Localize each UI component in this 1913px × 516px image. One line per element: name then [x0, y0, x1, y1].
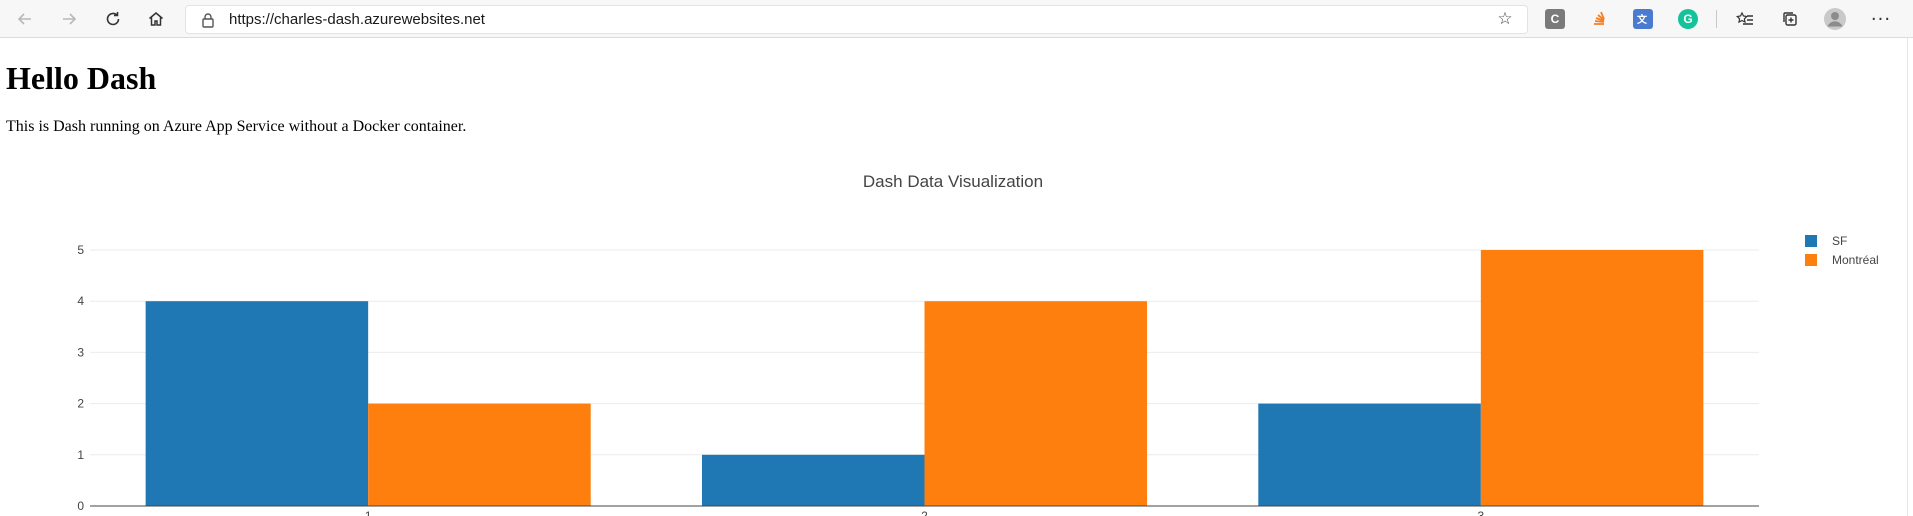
more-icon[interactable]: ···	[1870, 8, 1892, 30]
legend-swatch[interactable]	[1805, 254, 1817, 266]
bar-montral-1[interactable]	[368, 403, 591, 506]
legend-label[interactable]: SF	[1832, 234, 1847, 248]
x-tick-label: 2	[921, 509, 928, 516]
page-description: This is Dash running on Azure App Servic…	[6, 118, 467, 135]
lock-icon[interactable]	[200, 12, 216, 28]
bar-sf-3[interactable]	[1258, 403, 1481, 506]
forward-arrow-icon[interactable]	[54, 4, 84, 34]
bar-chart: Dash Data Visualization 0 1 2 3 4 5 1 2 3 SF Mont…	[77, 172, 1879, 516]
bar-montral-3[interactable]	[1480, 250, 1704, 506]
page-scroll-edge	[1907, 38, 1908, 516]
page-title: Hello Dash	[6, 60, 157, 96]
y-tick-label: 0	[77, 499, 84, 513]
x-tick-label: 3	[1477, 509, 1484, 516]
c-extension-icon[interactable]: C	[1545, 9, 1565, 29]
refresh-icon[interactable]	[98, 4, 128, 34]
svg-text:文: 文	[1637, 13, 1648, 26]
url-text[interactable]: https://charles-dash.azurewebsites.net	[229, 11, 485, 28]
bar-montral-2[interactable]	[924, 301, 1148, 506]
translate-extension-icon[interactable]: 文	[1633, 9, 1653, 29]
collections-icon[interactable]	[1775, 4, 1805, 34]
grammarly-extension-icon[interactable]: G	[1678, 9, 1698, 29]
star-icon[interactable]: ☆	[1497, 9, 1513, 29]
legend-swatch[interactable]	[1805, 235, 1817, 247]
bar-sf-2[interactable]	[701, 454, 925, 506]
browser-toolbar: https://charles-dash.azurewebsites.net ☆…	[0, 0, 1913, 38]
x-tick-label: 1	[365, 509, 372, 516]
legend-label[interactable]: Montréal	[1832, 253, 1879, 267]
y-tick-label: 4	[77, 294, 84, 308]
y-tick-label: 5	[77, 243, 84, 257]
home-icon[interactable]	[141, 4, 171, 34]
address-bar[interactable]: https://charles-dash.azurewebsites.net ☆	[185, 5, 1528, 34]
chart-title: Dash Data Visualization	[863, 172, 1043, 191]
toolbar-separator	[1716, 10, 1717, 28]
y-tick-label: 2	[77, 397, 84, 411]
favorites-icon[interactable]	[1730, 4, 1760, 34]
y-tick-label: 3	[77, 345, 84, 359]
y-tick-label: 1	[77, 448, 84, 462]
stack-extension-icon[interactable]	[1589, 9, 1609, 29]
bar-sf-1[interactable]	[145, 301, 369, 506]
profile-icon[interactable]	[1820, 4, 1850, 34]
back-arrow-icon[interactable]	[10, 4, 40, 34]
